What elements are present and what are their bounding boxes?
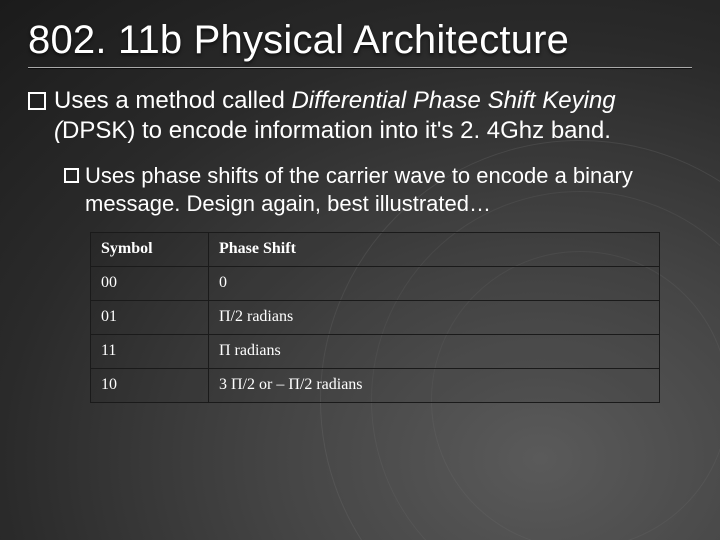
phase-shift-table-wrap: Symbol Phase Shift 00 0 01 Π/2 radians 1… bbox=[90, 232, 660, 403]
bullet-level1: Uses a method called Differential Phase … bbox=[28, 86, 692, 146]
bullet1-text: Uses a method called Differential Phase … bbox=[54, 86, 692, 146]
bullet-level2: Uses phase shifts of the carrier wave to… bbox=[64, 162, 692, 218]
slide: 802. 11b Physical Architecture Uses a me… bbox=[0, 0, 720, 540]
cell-phase: Π radians bbox=[209, 335, 660, 369]
cell-symbol: 11 bbox=[91, 335, 209, 369]
square-bullet-icon bbox=[64, 168, 79, 183]
table-row: 00 0 bbox=[91, 267, 660, 301]
table-row: 10 3 Π/2 or – Π/2 radians bbox=[91, 369, 660, 403]
bullet1-prefix: Uses a method called bbox=[54, 87, 291, 114]
slide-title: 802. 11b Physical Architecture bbox=[28, 18, 692, 63]
col-header-phase: Phase Shift bbox=[209, 233, 660, 267]
table-row: 11 Π radians bbox=[91, 335, 660, 369]
cell-symbol: 01 bbox=[91, 301, 209, 335]
bullet1-rest: DPSK) to encode information into it's 2.… bbox=[62, 117, 611, 144]
cell-phase: Π/2 radians bbox=[209, 301, 660, 335]
phase-shift-table: Symbol Phase Shift 00 0 01 Π/2 radians 1… bbox=[90, 232, 660, 403]
bullet2-text: Uses phase shifts of the carrier wave to… bbox=[85, 162, 692, 218]
col-header-symbol: Symbol bbox=[91, 233, 209, 267]
cell-symbol: 10 bbox=[91, 369, 209, 403]
cell-symbol: 00 bbox=[91, 267, 209, 301]
cell-phase: 0 bbox=[209, 267, 660, 301]
title-divider bbox=[28, 67, 692, 68]
square-bullet-icon bbox=[28, 92, 46, 110]
table-row: 01 Π/2 radians bbox=[91, 301, 660, 335]
table-header-row: Symbol Phase Shift bbox=[91, 233, 660, 267]
cell-phase: 3 Π/2 or – Π/2 radians bbox=[209, 369, 660, 403]
